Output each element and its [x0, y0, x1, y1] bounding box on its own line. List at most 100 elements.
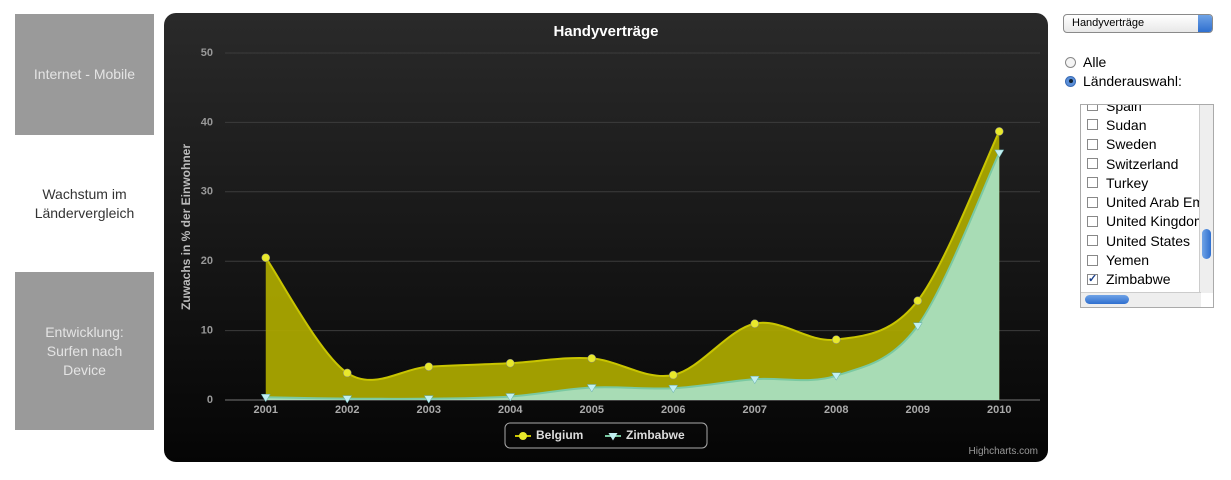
country-name: United Arab Emirates [1106, 194, 1201, 211]
scroll-thumb[interactable] [1085, 295, 1129, 304]
country-name: Sudan [1106, 116, 1147, 133]
chart-title: Handyverträge [553, 23, 658, 40]
marker [669, 370, 678, 380]
x-tick-label: 2006 [661, 404, 685, 416]
marker [260, 393, 271, 403]
marker [995, 127, 1004, 136]
legend-box [504, 422, 708, 449]
area [265, 152, 1000, 400]
country-row[interactable]: United States [1081, 231, 1201, 250]
x-tick-label: 2002 [335, 404, 359, 416]
legend-item[interactable]: Belgium [515, 428, 583, 442]
x-tick-label: 2005 [580, 404, 604, 416]
marker [994, 149, 1005, 158]
select-arrow [1198, 15, 1212, 32]
nav-tab[interactable]: Wachstum im Ländervergleich [15, 135, 154, 272]
legend-symbol [608, 433, 618, 441]
country-row[interactable]: Spain [1081, 104, 1201, 115]
marker [750, 319, 759, 328]
country-name: Turkey [1106, 174, 1149, 191]
x-tick-label: 2004 [498, 404, 523, 416]
marker [342, 395, 353, 404]
country-name: United Kingdom [1106, 213, 1201, 230]
y-tick-label: 50 [201, 47, 213, 59]
marker [831, 372, 842, 381]
line [265, 152, 1001, 400]
country-row[interactable]: Yemen [1081, 250, 1201, 269]
marker [505, 393, 516, 402]
nav-tab[interactable]: Internet - Mobile [15, 14, 154, 135]
marker [832, 335, 841, 344]
marker [506, 358, 515, 368]
radio-option[interactable]: Länderauswahl: [1065, 73, 1182, 89]
marker [749, 375, 760, 385]
marker [343, 368, 352, 378]
legend-label: Belgium [536, 428, 583, 442]
country-rows: Spain Sudan Sweden Switzerland Turkey United … [1081, 104, 1201, 289]
y-tick-label: 30 [201, 186, 213, 198]
marker [668, 384, 679, 394]
country-row[interactable]: Switzerland [1081, 154, 1201, 173]
checkbox[interactable] [1087, 158, 1098, 170]
y-axis-label: Zuwachs in % der Einwohner [179, 144, 193, 310]
x-tick-label: 2009 [906, 404, 930, 416]
select-value: Handyverträge [1072, 17, 1145, 29]
y-tick-label: 10 [201, 325, 213, 337]
legend-item[interactable]: Zimbabwe [605, 428, 685, 442]
checkbox[interactable] [1087, 105, 1098, 112]
vertical-scrollbar[interactable] [1199, 105, 1213, 293]
marker [261, 253, 270, 262]
y-tick-label: 0 [207, 394, 213, 406]
country-row[interactable]: United Kingdom [1081, 212, 1201, 231]
checkbox[interactable] [1087, 235, 1098, 247]
country-row[interactable]: Sweden [1081, 135, 1201, 154]
nav-tab[interactable]: Entwicklung: Surfen nach Device [15, 272, 154, 430]
checkbox[interactable] [1087, 138, 1098, 150]
country-list: Spain Sudan Sweden Switzerland Turkey United … [1080, 104, 1214, 308]
chart: Handyverträge Zuwachs in % der Einwohner… [164, 13, 1048, 462]
checkbox[interactable] [1087, 177, 1098, 189]
marker [913, 296, 922, 306]
marker [424, 362, 433, 371]
scroll-thumb[interactable] [1202, 229, 1211, 259]
nav-label: Wachstum im Ländervergleich [34, 185, 135, 221]
x-tick-label: 2003 [417, 404, 441, 416]
country-name: Sweden [1106, 136, 1157, 153]
x-tick-label: 2007 [743, 404, 767, 416]
checkbox[interactable] [1087, 119, 1098, 131]
x-tick-label: 2010 [987, 404, 1011, 416]
radio-label: Länderauswahl: [1083, 73, 1182, 89]
country-row[interactable]: ✓ Zimbabwe [1081, 270, 1201, 289]
legend-symbol [519, 432, 527, 440]
country-row[interactable]: Sudan [1081, 115, 1201, 134]
y-tick-label: 40 [201, 116, 213, 128]
checkbox[interactable]: ✓ [1087, 272, 1098, 285]
country-name: Yemen [1106, 252, 1150, 269]
checkbox[interactable] [1087, 196, 1098, 208]
dataset-select[interactable]: Handyverträge [1063, 14, 1213, 33]
country-row[interactable]: Turkey [1081, 173, 1201, 192]
radio-button[interactable] [1065, 75, 1076, 87]
radio-button[interactable] [1065, 56, 1076, 68]
country-name: Switzerland [1106, 155, 1179, 172]
line [264, 130, 1001, 381]
radio-option[interactable]: Alle [1065, 54, 1106, 70]
nav-label: Entwicklung: Surfen nach Device [45, 323, 124, 378]
marker [586, 384, 597, 393]
marker [912, 322, 923, 331]
country-name: Zimbabwe [1106, 271, 1171, 288]
marker [423, 395, 434, 404]
nav-label: Internet - Mobile [33, 66, 136, 82]
x-tick-label: 2008 [824, 404, 848, 416]
marker [587, 354, 596, 363]
country-name: United States [1106, 232, 1191, 249]
checkbox[interactable] [1087, 215, 1098, 227]
country-name: Spain [1106, 104, 1142, 114]
country-row[interactable]: United Arab Emirates [1081, 192, 1201, 211]
legend-label: Zimbabwe [626, 428, 685, 442]
credits[interactable]: Highcharts.com [969, 446, 1038, 457]
x-tick-label: 2001 [254, 404, 278, 416]
horizontal-scrollbar[interactable] [1081, 292, 1201, 307]
checkbox[interactable] [1087, 254, 1098, 266]
